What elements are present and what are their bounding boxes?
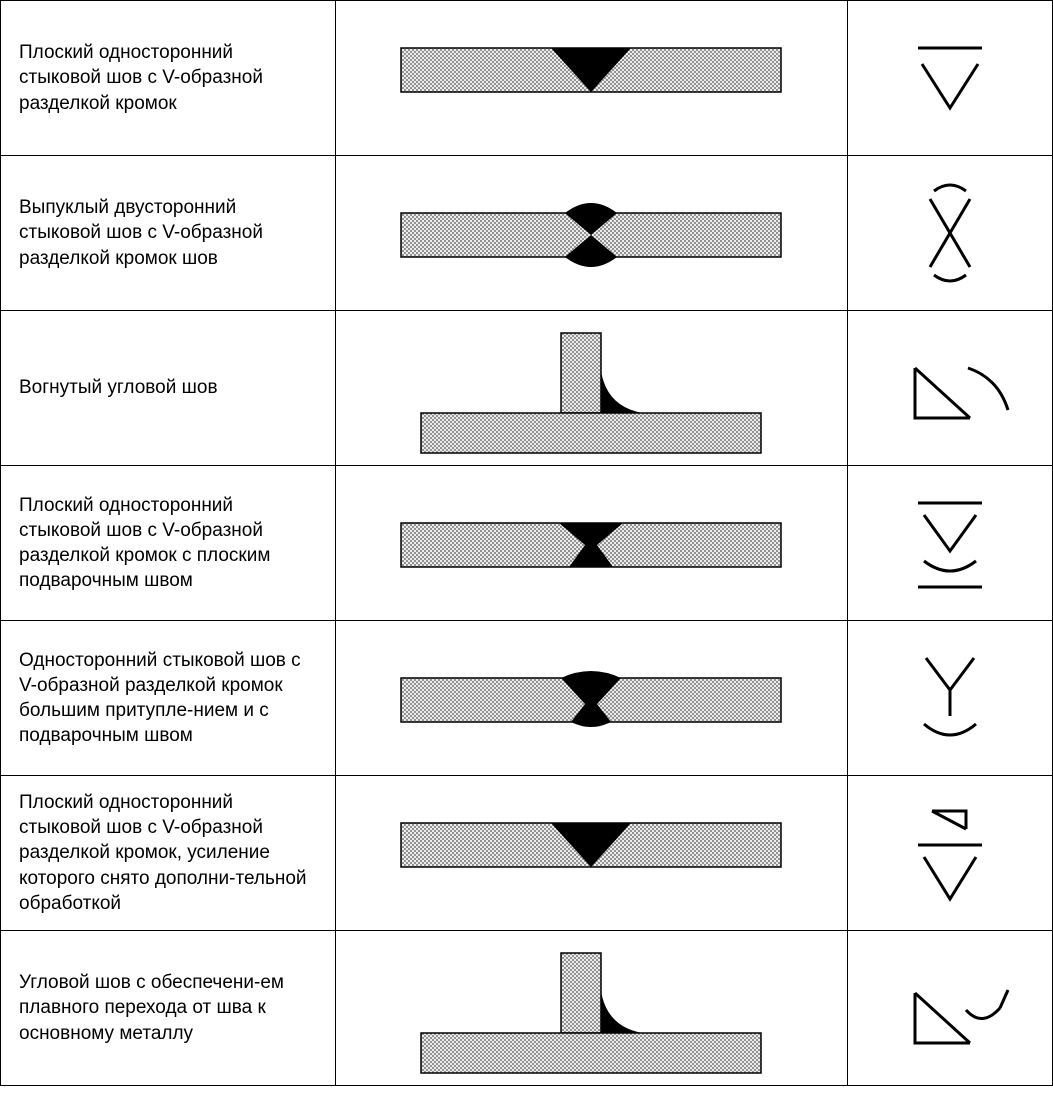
table-row: Угловой шов с обеспечени-ем плавного пер… xyxy=(1,931,1053,1086)
weld-description-cell: Выпуклый двусторонний стыковой шов с V-о… xyxy=(1,156,336,311)
weld-description-cell: Плоский односторонний стыковой шов с V-о… xyxy=(1,1,336,156)
weld-illustration-cell xyxy=(336,931,847,1086)
weld-symbol-cell xyxy=(847,931,1052,1086)
weld-illustration-cell xyxy=(336,156,847,311)
weld-symbol-cell xyxy=(847,311,1052,466)
weld-symbol-cell xyxy=(847,156,1052,311)
table-row: Выпуклый двусторонний стыковой шов с V-о… xyxy=(1,156,1053,311)
weld-symbol-cell xyxy=(847,776,1052,931)
table-row: Плоский односторонний стыковой шов с V-о… xyxy=(1,776,1053,931)
table-row: Односторонний стыковой шов с V-образной … xyxy=(1,621,1053,776)
weld-illustration-cell xyxy=(336,311,847,466)
weld-description-cell: Односторонний стыковой шов с V-образной … xyxy=(1,621,336,776)
weld-illustration-cell xyxy=(336,1,847,156)
weld-illustration-cell xyxy=(336,466,847,621)
weld-symbol-cell xyxy=(847,466,1052,621)
weld-symbol-cell xyxy=(847,1,1052,156)
table-row: Вогнутый угловой шов xyxy=(1,311,1053,466)
table-row: Плоский односторонний стыковой шов с V-о… xyxy=(1,1,1053,156)
weld-symbol-cell xyxy=(847,621,1052,776)
weld-illustration-cell xyxy=(336,621,847,776)
weld-description-cell: Угловой шов с обеспечени-ем плавного пер… xyxy=(1,931,336,1086)
table-row: Плоский односторонний стыковой шов с V-о… xyxy=(1,466,1053,621)
weld-illustration-cell xyxy=(336,776,847,931)
weld-description-cell: Вогнутый угловой шов xyxy=(1,311,336,466)
weld-description-cell: Плоский односторонний стыковой шов с V-о… xyxy=(1,776,336,931)
weld-symbols-table: Плоский односторонний стыковой шов с V-о… xyxy=(0,0,1053,1086)
weld-description-cell: Плоский односторонний стыковой шов с V-о… xyxy=(1,466,336,621)
